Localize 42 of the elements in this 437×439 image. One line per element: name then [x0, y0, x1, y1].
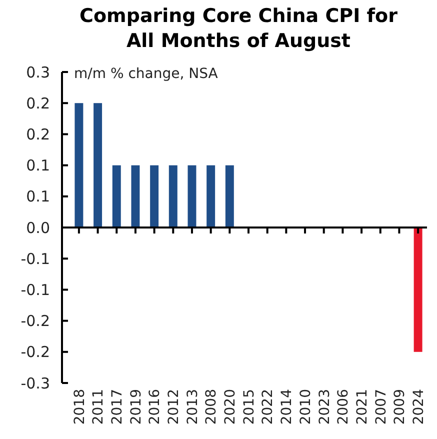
- y-tick-label: 0.2: [26, 125, 50, 144]
- x-tick-label: 2018: [72, 389, 88, 425]
- x-tick-label: 2007: [373, 389, 390, 425]
- bar: [131, 165, 140, 228]
- x-tick-label: 2013: [184, 389, 201, 425]
- x-tick-label: 2016: [147, 388, 164, 425]
- bar: [112, 165, 121, 228]
- x-tick-label: 2024: [410, 388, 427, 425]
- x-tick-label: 2006: [336, 388, 352, 425]
- bar: [168, 165, 178, 228]
- x-tick-label: 2021: [354, 389, 370, 425]
- y-tick-label: 0.3: [26, 63, 50, 82]
- bar: [74, 103, 84, 228]
- y-tick-label: -0.2: [20, 312, 50, 330]
- y-tick-label: 0.1: [26, 188, 50, 206]
- chart-title: Comparing Core China CPI for All Months of August: [80, 5, 398, 52]
- bar: [94, 103, 102, 228]
- x-tick-label: 2017: [110, 389, 126, 425]
- y-tick-label: -0.3: [20, 374, 50, 392]
- bar: [225, 165, 234, 228]
- bar: [188, 165, 196, 228]
- x-tick-label: 2022: [260, 389, 276, 425]
- x-tick-label: 2019: [128, 389, 144, 425]
- y-tick-label: -0.1: [20, 250, 50, 268]
- x-tick-label: 2011: [90, 389, 107, 425]
- x-tick-label: 2015: [241, 389, 258, 425]
- bar: [150, 165, 159, 228]
- x-tick-label: 2014: [279, 388, 296, 425]
- x-tick-label: 2008: [204, 389, 220, 425]
- x-tick-label: 2012: [166, 389, 182, 425]
- x-tick-label: 2020: [222, 389, 239, 425]
- y-tick-label: 0.0: [26, 218, 50, 237]
- chart-subtitle: m/m % change, NSA: [74, 66, 218, 82]
- y-tick-label: 0.1: [26, 156, 50, 175]
- bar: [206, 165, 216, 228]
- x-tick-label: 2010: [298, 389, 314, 425]
- y-tick-label: 0.2: [26, 94, 50, 112]
- bar: [414, 228, 422, 352]
- y-tick-label: -0.2: [20, 343, 50, 362]
- x-tick-label: 2023: [316, 389, 333, 425]
- y-tick-label: -0.1: [20, 280, 50, 299]
- x-tick-label: 2009: [392, 389, 408, 425]
